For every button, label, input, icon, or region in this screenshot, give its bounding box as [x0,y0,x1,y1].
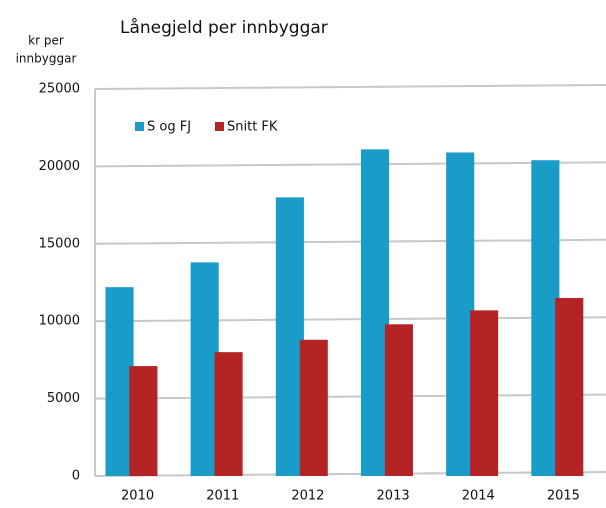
bar [190,262,219,476]
y-axis-label: innbyggar [16,52,77,66]
grid-line [94,393,606,400]
y-tick-label: 5000 [47,391,80,406]
x-tick-label: 2010 [121,489,154,504]
x-tick-label: 2011 [206,489,239,504]
legend-label: Snitt FK [227,120,278,135]
y-tick-label: 10000 [39,314,80,329]
grid-line [94,316,606,323]
y-tick-label: 0 [72,469,80,484]
bar [470,310,499,476]
grid-line [94,471,606,477]
bar [129,366,158,476]
y-tick-label: 15000 [39,236,80,251]
y-axis-label: kr per [28,34,64,48]
grid-line [94,161,606,168]
grid-line [94,238,606,245]
bar [275,197,304,477]
bar [555,297,584,476]
grid-line [94,84,606,90]
bar [299,339,328,476]
bar [214,352,243,476]
x-tick-label: 2012 [291,489,324,504]
bar [384,324,413,476]
y-tick-label: 20000 [39,159,80,174]
bar [105,287,134,476]
legend-swatch [215,122,224,131]
legend-label: S og FJ [147,120,191,135]
bar [531,160,560,476]
x-tick-label: 2015 [547,489,580,504]
x-tick-label: 2013 [377,489,410,504]
bar [360,149,390,476]
x-tick-label: 2014 [462,489,495,504]
legend-swatch [135,122,144,131]
bar [446,152,475,476]
chart-title: Lånegjeld per innbyggar [120,17,328,38]
y-tick-label: 25000 [39,82,80,97]
